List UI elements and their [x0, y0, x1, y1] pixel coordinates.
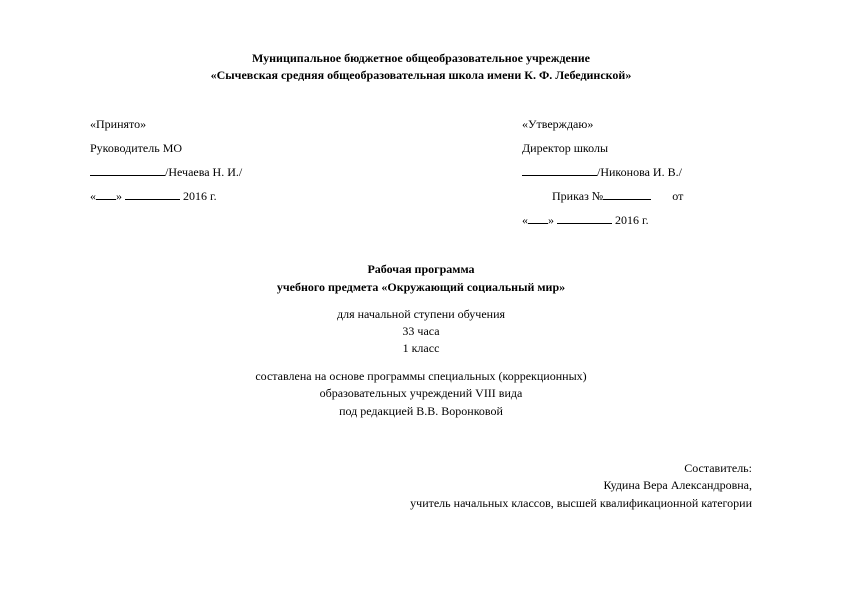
- subject-line: учебного предмета «Окружающий социальный…: [90, 278, 752, 296]
- director-role: Директор школы: [522, 136, 752, 160]
- approval-row: «Принято» Руководитель МО /Нечаева Н. И.…: [90, 112, 752, 232]
- hours-line: 33 часа: [90, 323, 752, 340]
- day-blank: [96, 189, 116, 200]
- accepted-date-line: «» 2016 г.: [90, 184, 320, 208]
- director-name: /Никонова И. В./: [597, 165, 682, 179]
- month-blank: [125, 189, 180, 200]
- institution-header: Муниципальное бюджетное общеобразователь…: [90, 50, 752, 84]
- month-blank: [557, 213, 612, 224]
- approved-year: 2016 г.: [612, 213, 649, 227]
- accepted-year: 2016 г.: [180, 189, 217, 203]
- approved-date-line: «» 2016 г.: [522, 208, 752, 232]
- basis-line3: под редакцией В.В. Воронковой: [90, 403, 752, 420]
- title-block: Рабочая программа учебного предмета «Окр…: [90, 260, 752, 296]
- basis-line1: составлена на основе программы специальн…: [90, 368, 752, 385]
- approval-left: «Принято» Руководитель МО /Нечаева Н. И.…: [90, 112, 320, 232]
- order-suffix: от: [672, 189, 683, 203]
- mo-head-signature-line: /Нечаева Н. И./: [90, 160, 320, 184]
- day-blank: [528, 213, 548, 224]
- mo-head-name: /Нечаева Н. И./: [165, 165, 242, 179]
- compiler-block: Составитель: Кудина Вера Александровна, …: [90, 460, 752, 512]
- accepted-label: «Принято»: [90, 112, 320, 136]
- compiler-name: Кудина Вера Александровна,: [90, 477, 752, 494]
- subject-name: «Окружающий социальный мир»: [381, 280, 565, 294]
- sub-block: для начальной ступени обучения 33 часа 1…: [90, 306, 752, 358]
- mo-head-role: Руководитель МО: [90, 136, 320, 160]
- order-number-blank: [603, 189, 651, 200]
- signature-blank: [522, 165, 597, 176]
- institution-line1: Муниципальное бюджетное общеобразователь…: [90, 50, 752, 67]
- order-line: Приказ № от: [522, 184, 752, 208]
- order-label: Приказ №: [552, 189, 603, 203]
- signature-blank: [90, 165, 165, 176]
- institution-line2: «Сычевская средняя общеобразовательная ш…: [90, 67, 752, 84]
- basis-line2: образовательных учреждений VIII вида: [90, 385, 752, 402]
- approved-label: «Утверждаю»: [522, 112, 752, 136]
- compiler-label: Составитель:: [90, 460, 752, 477]
- level-line: для начальной ступени обучения: [90, 306, 752, 323]
- grade-line: 1 класс: [90, 340, 752, 357]
- compiler-position: учитель начальных классов, высшей квалиф…: [90, 495, 752, 512]
- basis-block: составлена на основе программы специальн…: [90, 368, 752, 420]
- subject-prefix: учебного предмета: [277, 280, 382, 294]
- director-signature-line: /Никонова И. В./: [522, 160, 752, 184]
- approval-right: «Утверждаю» Директор школы /Никонова И. …: [522, 112, 752, 232]
- program-title: Рабочая программа: [90, 260, 752, 278]
